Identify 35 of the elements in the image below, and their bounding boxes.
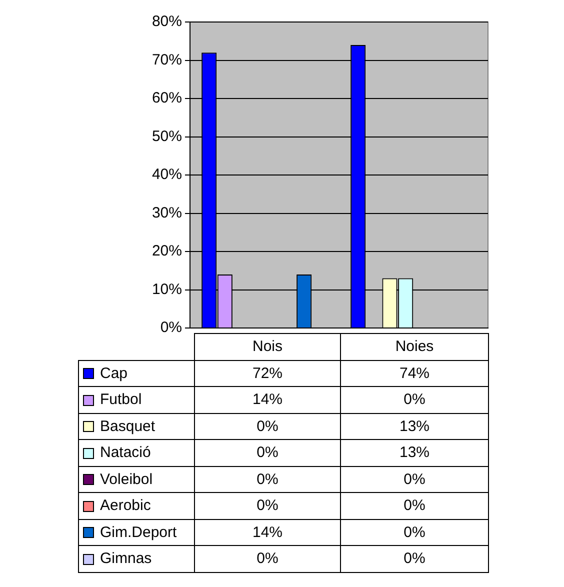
- x-tick-label: Noies: [340, 334, 488, 360]
- data-label: 0%: [194, 492, 340, 519]
- legend-label: Aerobic: [100, 497, 151, 514]
- data-label: 13%: [340, 413, 488, 440]
- y-tick-label: 30%: [152, 204, 182, 222]
- y-tick-label: 20%: [152, 242, 182, 260]
- data-label: 74%: [340, 360, 488, 386]
- legend-label: Voleibol: [100, 470, 153, 488]
- legend-label: Basquet: [100, 418, 156, 435]
- data-label: 0%: [340, 492, 488, 519]
- data-label: 0%: [340, 519, 488, 546]
- legend-label: Gimnas: [100, 550, 152, 568]
- legend-label: Cap: [100, 364, 128, 382]
- legend-label: Natació: [100, 444, 151, 462]
- y-tick-label: 0%: [160, 319, 182, 336]
- data-label: 0%: [194, 440, 340, 466]
- legend-label: Gim.Deport: [100, 524, 177, 541]
- y-tick-label: 10%: [152, 280, 182, 298]
- legend-label: Futbol: [100, 391, 142, 408]
- y-tick-label: 50%: [152, 128, 182, 145]
- data-label: 0%: [194, 413, 340, 440]
- y-tick-label: 70%: [152, 51, 182, 68]
- data-label: 0%: [194, 546, 340, 572]
- y-tick-label: 40%: [152, 166, 182, 184]
- data-label: 0%: [340, 546, 488, 572]
- data-label: 14%: [194, 519, 340, 546]
- data-label: 0%: [340, 466, 488, 492]
- data-label: 13%: [340, 440, 488, 466]
- data-label: 0%: [194, 466, 340, 492]
- x-tick-label: Nois: [194, 334, 340, 360]
- y-tick-label: 60%: [152, 90, 182, 107]
- data-label: 14%: [194, 386, 340, 413]
- y-tick-label: 80%: [152, 13, 182, 30]
- data-label: 0%: [340, 386, 488, 413]
- data-label: 72%: [194, 360, 340, 386]
